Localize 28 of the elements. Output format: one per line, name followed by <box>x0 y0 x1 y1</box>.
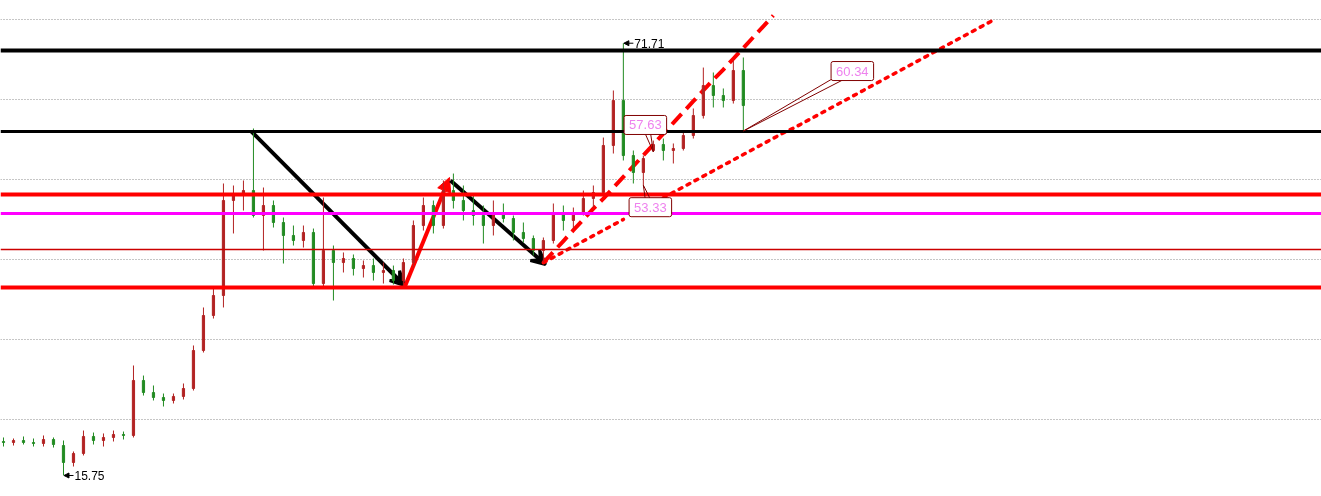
text: 57.63 <box>629 117 662 133</box>
candlestick <box>721 87 725 108</box>
candlestick <box>461 185 465 221</box>
candlestick <box>511 214 515 241</box>
candlestick <box>141 375 146 397</box>
candlestick <box>401 258 406 289</box>
candlestick <box>351 253 356 276</box>
candlestick <box>331 245 336 302</box>
text: 71.71 <box>634 36 665 51</box>
candlestick <box>671 142 675 164</box>
candlestick <box>481 205 485 245</box>
text: 15.75 <box>74 468 105 483</box>
candlestick <box>711 71 715 108</box>
candlestick <box>631 150 635 184</box>
text: 53.33 <box>634 199 667 215</box>
candlestick <box>281 216 286 265</box>
candlestick <box>391 265 396 286</box>
candlestick <box>381 262 386 285</box>
candlestick <box>371 258 376 282</box>
candlestick <box>291 225 296 247</box>
candlestick <box>301 225 306 249</box>
text: 60.34 <box>836 63 869 79</box>
candlestick <box>81 430 86 456</box>
candlestick <box>341 251 346 273</box>
candlestick <box>211 287 216 320</box>
candlestick <box>61 440 66 476</box>
candlestick <box>521 222 525 244</box>
candlestick <box>661 138 665 161</box>
